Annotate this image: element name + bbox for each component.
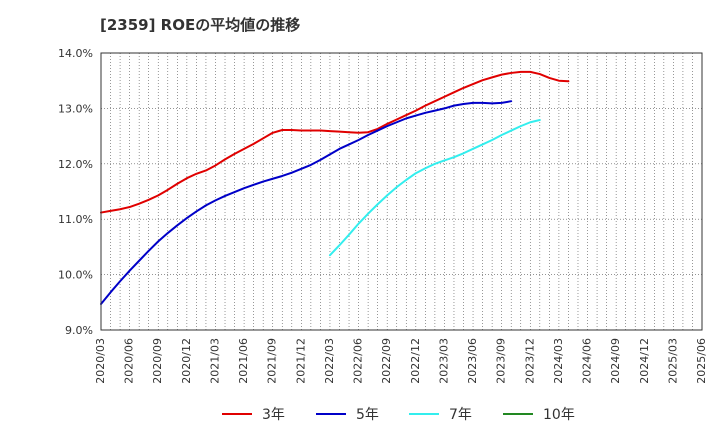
y-tick-label: 14.0% bbox=[58, 47, 93, 60]
x-tick-label: 2024/03 bbox=[552, 338, 565, 384]
series-line-3 bbox=[328, 119, 541, 257]
x-tick-label: 2025/03 bbox=[666, 338, 679, 384]
x-tick-label: 2024/09 bbox=[609, 338, 622, 384]
x-tick-label: 2025/06 bbox=[695, 338, 708, 384]
x-tick-label: 2020/12 bbox=[180, 338, 193, 384]
plot-background bbox=[101, 53, 702, 330]
legend-label-4: 10年 bbox=[543, 407, 575, 423]
chart-title: [2359] ROEの平均値の推移 bbox=[100, 16, 301, 34]
x-tick-label: 2020/03 bbox=[94, 338, 107, 384]
x-tick-label: 2023/03 bbox=[437, 338, 450, 384]
legend-label-2: 5年 bbox=[356, 407, 379, 423]
x-tick-label: 2024/12 bbox=[638, 338, 651, 384]
series-line-1 bbox=[100, 70, 570, 214]
x-tick-label: 2021/06 bbox=[237, 338, 250, 384]
x-tick-label: 2023/06 bbox=[466, 338, 479, 384]
plot-frame bbox=[100, 52, 703, 331]
x-tick-label: 2022/09 bbox=[380, 338, 393, 384]
x-tick-label: 2023/09 bbox=[495, 338, 508, 384]
legend-label-3: 7年 bbox=[449, 407, 472, 423]
plot-area bbox=[101, 53, 702, 330]
series-group bbox=[100, 70, 570, 305]
legend: 3年 5年 7年 10年 bbox=[222, 407, 575, 423]
x-tick-label: 2020/09 bbox=[151, 338, 164, 384]
x-tick-label: 2024/06 bbox=[581, 338, 594, 384]
x-tick-label: 2023/12 bbox=[523, 338, 536, 384]
y-tick-label: 12.0% bbox=[58, 158, 93, 171]
x-tick-label: 2021/09 bbox=[266, 338, 279, 384]
axes: 9.0% 10.0% 11.0% 12.0% 13.0% 14.0% 2020/03 2020… bbox=[58, 47, 708, 384]
series-line-2 bbox=[100, 100, 513, 305]
x-tick-label: 2020/06 bbox=[123, 338, 136, 384]
x-tick-label: 2022/12 bbox=[409, 338, 422, 384]
x-tick-label: 2021/12 bbox=[294, 338, 307, 384]
x-tick-label: 2022/03 bbox=[323, 338, 336, 384]
x-tick-label: 2022/06 bbox=[352, 338, 365, 384]
y-tick-label: 10.0% bbox=[58, 269, 93, 282]
legend-label-1: 3年 bbox=[262, 407, 285, 423]
y-tick-label: 11.0% bbox=[58, 213, 93, 226]
y-tick-label: 13.0% bbox=[58, 102, 93, 115]
x-tick-label: 2021/03 bbox=[208, 338, 221, 384]
y-tick-label: 9.0% bbox=[65, 324, 93, 337]
grid bbox=[101, 53, 702, 330]
